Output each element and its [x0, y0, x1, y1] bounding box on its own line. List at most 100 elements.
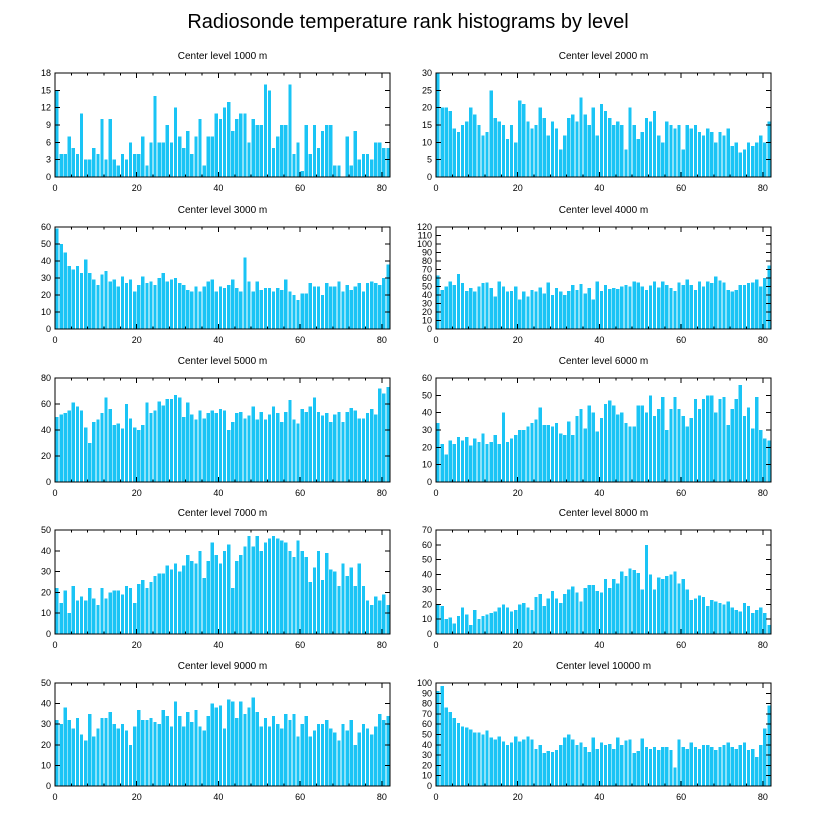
bar	[304, 557, 308, 634]
bar	[767, 440, 771, 482]
bar	[357, 732, 362, 786]
bar	[750, 613, 755, 634]
bar	[173, 563, 178, 634]
bar	[206, 281, 210, 329]
bar	[386, 148, 390, 177]
bar	[276, 413, 280, 482]
bar	[369, 734, 374, 786]
bar	[681, 416, 685, 482]
panel-6: Center level 6000 m 0 10 20 30 40 50 60 0 20 40 60 8…	[422, 356, 772, 498]
bar	[665, 746, 669, 786]
x-tick-label: 0	[433, 335, 438, 345]
bar	[661, 281, 665, 329]
bar	[493, 435, 497, 482]
bar	[231, 588, 235, 634]
bar	[456, 616, 461, 634]
bar	[300, 171, 304, 177]
bar	[173, 278, 178, 329]
bar	[620, 744, 624, 786]
bar	[108, 281, 112, 329]
bar	[473, 438, 477, 482]
bar	[652, 111, 657, 177]
bar	[382, 278, 386, 329]
bar	[640, 738, 644, 786]
bar	[235, 119, 239, 177]
bar	[685, 589, 689, 634]
y-tick-label: 0	[46, 324, 51, 334]
bar	[329, 286, 333, 329]
panel-title: Center level 4000 m	[559, 205, 649, 216]
bar	[550, 295, 555, 329]
bar	[226, 101, 231, 177]
bar	[104, 397, 108, 482]
bar	[218, 705, 223, 786]
bar	[599, 417, 604, 482]
bar	[693, 289, 698, 329]
bar	[526, 736, 530, 786]
bar	[247, 142, 251, 177]
bar	[345, 284, 349, 329]
bar	[333, 165, 337, 177]
bar	[190, 414, 194, 482]
y-tick-label: 0	[46, 629, 51, 639]
bar	[341, 422, 345, 482]
bar	[312, 286, 317, 329]
bar	[190, 291, 194, 329]
bar	[214, 113, 219, 177]
bar	[595, 590, 600, 634]
y-tick-label: 60	[422, 273, 432, 283]
bar	[558, 433, 563, 482]
bar	[669, 125, 673, 177]
bar	[706, 395, 710, 482]
bar	[465, 727, 469, 786]
bar	[554, 128, 559, 177]
bar	[477, 442, 481, 482]
bar	[587, 752, 591, 786]
bar	[718, 398, 722, 482]
x-tick-label: 60	[295, 183, 305, 193]
bar	[636, 282, 640, 329]
bar	[112, 590, 116, 634]
bar	[673, 128, 677, 177]
bar	[280, 540, 284, 634]
bar	[304, 715, 308, 786]
bar	[63, 707, 67, 786]
bar	[701, 744, 706, 786]
y-tick-label: 50	[422, 390, 432, 400]
bar	[104, 718, 108, 786]
bar	[288, 400, 292, 482]
bar	[202, 418, 206, 482]
bar	[595, 748, 600, 786]
bar	[685, 279, 689, 329]
bar	[718, 602, 722, 634]
y-tick-label: 60	[41, 399, 51, 409]
x-tick-label: 20	[513, 183, 523, 193]
bar	[657, 749, 661, 786]
y-tick-label: 10	[422, 614, 432, 624]
bar	[300, 409, 304, 482]
bar	[685, 748, 689, 786]
bar	[153, 575, 157, 634]
bar	[738, 384, 743, 482]
bar	[259, 411, 263, 482]
bar	[538, 593, 542, 634]
bar	[518, 741, 522, 786]
bar	[473, 732, 477, 786]
bar	[235, 561, 239, 634]
bar	[505, 607, 510, 634]
bar	[349, 289, 353, 329]
bar	[538, 107, 542, 177]
bar	[587, 405, 591, 482]
bar	[288, 550, 292, 634]
bar	[763, 278, 767, 329]
bar	[448, 711, 452, 786]
bar	[382, 148, 386, 177]
bar	[469, 729, 473, 786]
x-tick-label: 20	[132, 488, 142, 498]
bar	[469, 288, 473, 329]
bar	[337, 740, 341, 786]
bar	[108, 711, 112, 786]
bar	[59, 414, 63, 482]
x-tick-label: 0	[433, 488, 438, 498]
y-tick-label: 0	[46, 781, 51, 791]
